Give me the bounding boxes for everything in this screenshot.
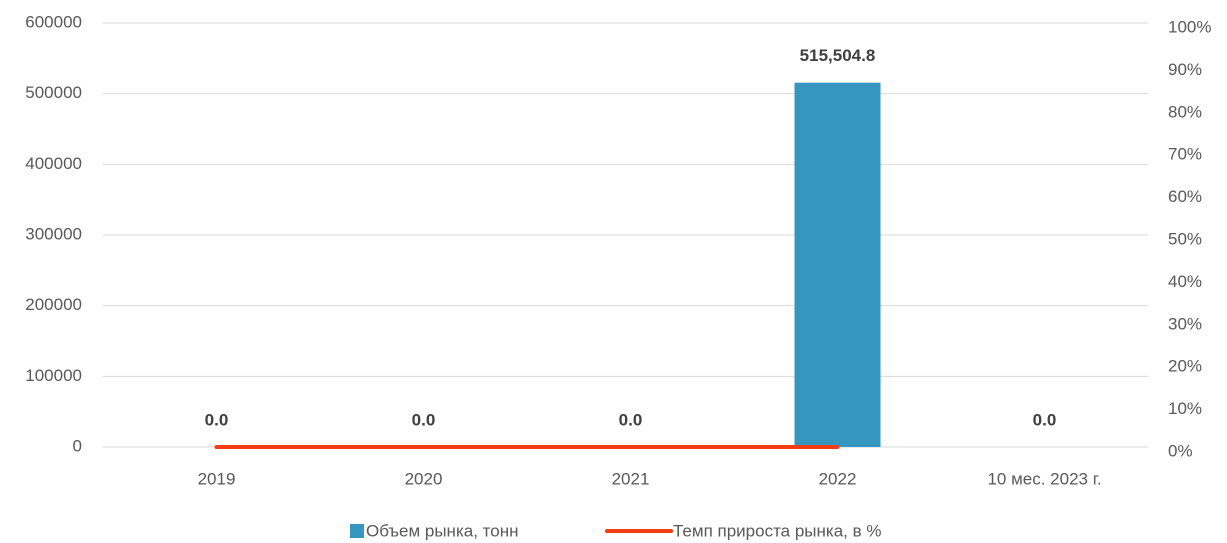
y-tick-label: 100000 xyxy=(25,366,82,385)
x-tick-label: 2021 xyxy=(612,469,650,488)
x-tick-label: 2022 xyxy=(819,469,857,488)
y2-tick-label: 100% xyxy=(1168,17,1211,36)
bar xyxy=(794,82,881,448)
y2-tick-label: 0% xyxy=(1168,441,1193,460)
data-label: 0.0 xyxy=(412,410,436,429)
x-tick-label: 2019 xyxy=(198,469,236,488)
y-tick-label: 400000 xyxy=(25,154,82,173)
legend-swatch xyxy=(350,524,364,538)
y-tick-label: 0 xyxy=(73,436,82,455)
y2-tick-label: 80% xyxy=(1168,102,1202,121)
x-tick-label: 10 мес. 2023 г. xyxy=(987,469,1101,488)
y2-tick-label: 10% xyxy=(1168,399,1202,418)
data-label: 0.0 xyxy=(619,410,643,429)
legend-label: Темп прироста рынка, в % xyxy=(673,521,881,540)
data-label: 515,504.8 xyxy=(800,46,876,65)
legend-label: Объем рынка, тонн xyxy=(366,521,519,540)
y-tick-label: 200000 xyxy=(25,295,82,314)
y2-tick-label: 60% xyxy=(1168,187,1202,206)
y2-tick-label: 40% xyxy=(1168,272,1202,291)
y2-tick-label: 30% xyxy=(1168,314,1202,333)
y2-tick-label: 20% xyxy=(1168,357,1202,376)
y-tick-label: 500000 xyxy=(25,83,82,102)
y2-tick-label: 70% xyxy=(1168,145,1202,164)
x-tick-label: 2020 xyxy=(405,469,443,488)
y-tick-label: 300000 xyxy=(25,224,82,243)
y2-tick-label: 50% xyxy=(1168,229,1202,248)
y-tick-label: 600000 xyxy=(25,12,82,31)
data-label: 0.0 xyxy=(1033,410,1057,429)
data-label: 0.0 xyxy=(205,410,229,429)
y2-tick-label: 90% xyxy=(1168,60,1202,79)
